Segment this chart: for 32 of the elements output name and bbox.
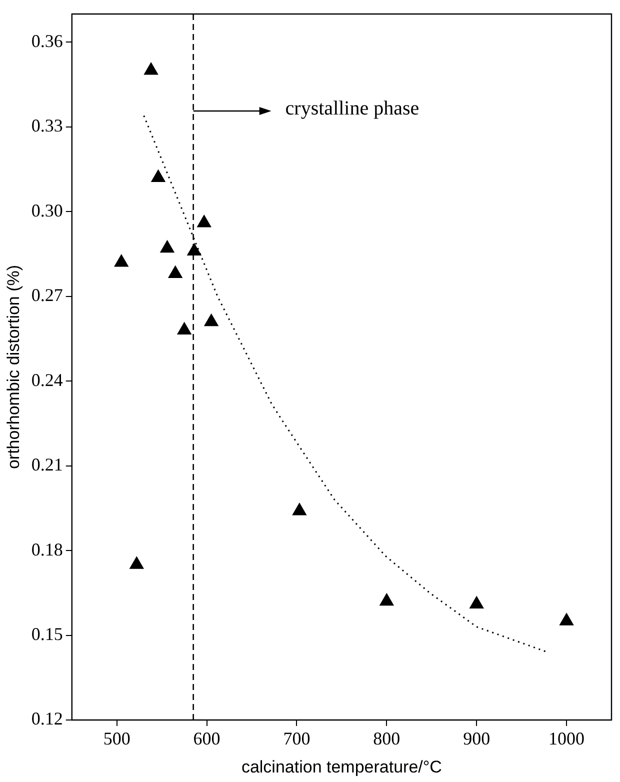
y-tick-label: 0.12 xyxy=(31,708,63,729)
point xyxy=(187,243,202,256)
point xyxy=(380,594,394,606)
y-tick-label: 0.27 xyxy=(31,285,63,306)
point xyxy=(168,266,182,278)
ref-line-label: crystalline phase xyxy=(285,97,420,120)
point xyxy=(160,240,174,253)
x-tick-label: 600 xyxy=(193,728,220,749)
y-tick-label: 0.15 xyxy=(31,624,63,644)
point xyxy=(151,170,166,182)
point xyxy=(292,503,306,516)
point xyxy=(560,613,574,626)
point xyxy=(470,596,484,608)
y-tick-label: 0.18 xyxy=(31,539,63,560)
point xyxy=(204,314,218,326)
x-tick-label: 900 xyxy=(463,728,490,749)
point xyxy=(144,62,158,75)
x-tick-label: 700 xyxy=(283,728,310,749)
x-axis-title: calcination temperature/°C xyxy=(241,757,442,776)
point xyxy=(114,254,128,267)
y-tick-label: 0.33 xyxy=(31,116,63,136)
x-tick-label: 500 xyxy=(103,728,130,749)
y-tick-label: 0.24 xyxy=(31,370,63,390)
y-axis-title: orthorhombic distortion (%) xyxy=(4,264,23,470)
point xyxy=(197,215,211,228)
y-tick-label: 0.36 xyxy=(31,30,63,51)
point xyxy=(130,556,144,569)
y-tick-label: 0.30 xyxy=(31,200,63,220)
x-tick-label: 1000 xyxy=(548,728,585,749)
point xyxy=(178,322,192,335)
y-tick-label: 0.21 xyxy=(31,454,63,475)
x-tick-label: 800 xyxy=(373,728,400,749)
